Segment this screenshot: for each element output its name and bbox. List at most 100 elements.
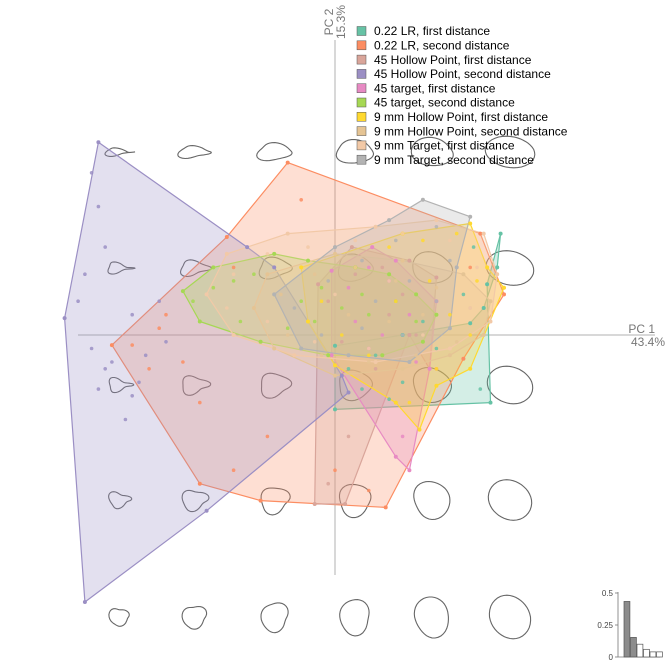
- hull-vertex-point: [407, 333, 412, 337]
- legend-item: 9 mm Target, second distance: [356, 153, 534, 167]
- legend-item: 9 mm Hollow Point, second distance: [356, 124, 568, 138]
- hull-vertex-point: [468, 214, 473, 219]
- hull-vertex-point: [333, 373, 337, 378]
- hull-vertex-point: [333, 363, 337, 368]
- legend-label: 0.22 LR, second distance: [374, 39, 510, 53]
- hull-vertex-point: [96, 140, 101, 145]
- hull-vertex-point: [447, 346, 452, 351]
- hull-vertex-point: [393, 400, 398, 405]
- legend-item: 45 Hollow Point, first distance: [356, 53, 532, 67]
- morphospace-shape: [484, 135, 536, 169]
- data-point: [191, 299, 195, 304]
- hull-vertex-point: [333, 251, 337, 256]
- morphospace-shape: [486, 365, 534, 405]
- data-point: [468, 306, 473, 310]
- data-point: [394, 299, 398, 304]
- hull-vertex-point: [62, 316, 67, 321]
- hull-vertex-point: [454, 265, 459, 270]
- data-point: [414, 319, 418, 324]
- legend-item: 45 target, first distance: [356, 81, 496, 95]
- data-point: [471, 245, 476, 249]
- hull-vertex-point: [258, 498, 263, 503]
- legend-swatch: [356, 154, 367, 165]
- hull-vertex-point: [461, 272, 466, 277]
- data-point: [198, 400, 202, 405]
- data-point: [387, 245, 391, 249]
- morphospace-shape: [258, 256, 293, 280]
- data-point: [76, 299, 80, 304]
- data-point: [421, 319, 425, 324]
- data-point: [353, 272, 358, 277]
- data-point: [380, 265, 385, 270]
- hull-vertex-point: [407, 258, 412, 263]
- data-point: [353, 265, 358, 270]
- hull-vertex-point: [272, 251, 277, 256]
- inset-ticks: 0 0.25 0.5: [597, 589, 618, 662]
- data-point: [279, 292, 283, 297]
- data-point: [367, 360, 371, 364]
- legend-swatch: [356, 40, 367, 51]
- hull-vertex-point: [420, 339, 425, 344]
- data-point: [231, 272, 236, 277]
- data-point: [164, 312, 168, 317]
- data-point: [434, 225, 439, 229]
- data-point: [231, 279, 236, 283]
- morphospace-shape: [260, 602, 289, 634]
- data-point: [89, 171, 94, 175]
- data-point: [157, 326, 161, 331]
- hull-vertex-point: [312, 502, 317, 506]
- morphospace-shape: [412, 251, 454, 284]
- scree-bar: [649, 651, 657, 658]
- data-point: [123, 417, 128, 422]
- morphospace-shape: [182, 375, 212, 396]
- data-point: [407, 279, 412, 283]
- morphospace-shape: [488, 594, 532, 640]
- data-point: [414, 360, 418, 364]
- data-point: [333, 468, 337, 473]
- hull-vertex-point: [481, 333, 486, 337]
- data-point: [164, 340, 168, 344]
- data-point: [387, 397, 391, 402]
- data-point: [312, 319, 317, 324]
- data-point: [448, 258, 452, 263]
- data-point: [421, 333, 425, 337]
- data-point: [454, 340, 459, 344]
- morphospace-shape: [256, 142, 293, 162]
- hull-vertex-point: [197, 319, 202, 324]
- hull-series-1: [111, 162, 505, 508]
- data-point: [367, 346, 371, 351]
- legend-swatch: [356, 97, 367, 108]
- hull-vertex-point: [231, 333, 236, 337]
- morphospace-shape: [335, 139, 375, 164]
- hull-vertex-point: [420, 197, 425, 202]
- data-point: [319, 353, 324, 358]
- hull-vertex-point: [197, 481, 202, 486]
- hull-vertex-point: [434, 218, 439, 223]
- data-point: [394, 238, 398, 243]
- morphospace-shape: [107, 261, 136, 275]
- morphospace-shapes: [104, 135, 536, 640]
- hull-vertex-point: [417, 427, 422, 432]
- data-point: [367, 265, 371, 270]
- hull-vertex-point: [245, 245, 250, 250]
- data-point: [346, 367, 351, 371]
- x-axis-name: PC 1: [628, 322, 655, 336]
- hull-vertex-point: [333, 245, 337, 250]
- legend-label: 45 Hollow Point, first distance: [374, 53, 532, 67]
- hull-vertex-point: [393, 258, 398, 263]
- morphospace-shape: [181, 605, 208, 630]
- legend-item: 45 Hollow Point, second distance: [356, 67, 551, 81]
- data-point: [319, 299, 324, 304]
- data-point: [373, 299, 378, 304]
- data-point: [434, 367, 439, 371]
- legend-item: 0.22 LR, first distance: [356, 24, 490, 38]
- hull-vertex-point: [180, 289, 185, 294]
- legend-item: 45 target, second distance: [356, 96, 515, 110]
- inset-bars: [623, 601, 663, 658]
- data-point: [353, 319, 358, 324]
- legend-swatch: [356, 126, 367, 136]
- hull-vertex-point: [498, 231, 503, 236]
- hull-vertex-point: [258, 339, 263, 344]
- hull-vertex-point: [292, 353, 297, 358]
